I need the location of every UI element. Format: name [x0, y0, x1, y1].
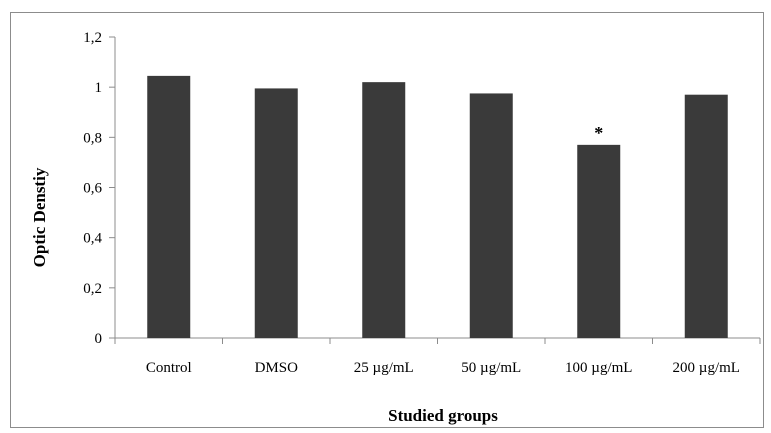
y-tick-label: 0,6	[83, 181, 102, 197]
x-axis-title: Studied groups	[388, 406, 498, 425]
y-tick-label: 0,2	[83, 281, 102, 297]
bar	[254, 88, 298, 338]
bar	[469, 93, 513, 338]
significance-marker: *	[594, 123, 603, 143]
y-tick-label: 0,8	[83, 130, 102, 146]
annotations: *	[594, 123, 603, 143]
x-tick-label: 100 µg/mL	[565, 360, 632, 376]
y-tick-label: 0,4	[83, 231, 102, 247]
y-tick-label: 0	[95, 331, 103, 347]
y-axis-title: Optic Denstiy	[30, 167, 49, 267]
x-tick-label: Control	[146, 360, 192, 376]
y-tick-label: 1	[95, 80, 103, 96]
bars	[147, 75, 728, 339]
bar	[362, 82, 406, 339]
x-axis: Control DMSO 25 µg/mL 50 µg/mL 100 µg/mL 200 …	[114, 337, 761, 376]
x-tick-label: 25 µg/mL	[354, 360, 414, 376]
x-tick-label: 50 µg/mL	[461, 360, 521, 376]
x-tick-label: DMSO	[255, 360, 299, 376]
y-axis: 0 0,2 0,4 0,6 0,8 1 1,2	[83, 30, 116, 347]
bar	[147, 75, 191, 339]
y-tick-label: 1,2	[83, 30, 102, 46]
x-tick-label: 200 µg/mL	[673, 360, 740, 376]
bar	[577, 144, 621, 338]
bar	[684, 94, 728, 338]
